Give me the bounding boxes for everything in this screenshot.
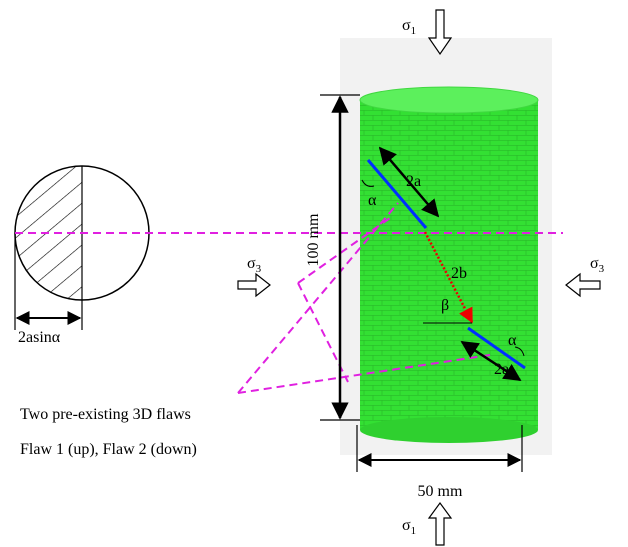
sigma1-bottom: σ1 xyxy=(402,517,416,537)
cylinder-bottom xyxy=(360,417,538,443)
load-arrow xyxy=(238,274,270,296)
sigma3-left: σ3 xyxy=(247,255,262,275)
height-label: 100 mm xyxy=(305,213,322,266)
flaw-1-length-label: 2a xyxy=(406,173,421,190)
subscript: 3 xyxy=(256,263,262,275)
cylinder-top xyxy=(360,87,538,113)
bridge-angle-label: β xyxy=(441,297,449,314)
caption-line: Two pre-existing 3D flaws xyxy=(20,406,191,423)
subscript: 3 xyxy=(599,263,605,275)
chord-label: 2asinα xyxy=(18,329,61,346)
flaw-1-angle-label: α xyxy=(368,192,377,209)
subscript: 1 xyxy=(411,525,417,537)
cylinder-body xyxy=(360,100,538,430)
flaw-2-angle-label: α xyxy=(508,332,517,349)
caption-line: Flaw 1 (up), Flaw 2 (down) xyxy=(20,441,197,458)
subscript: 1 xyxy=(411,25,417,37)
diameter-label: 50 mm xyxy=(418,483,463,500)
sigma3-right: σ3 xyxy=(590,255,605,275)
diagram: 2asinα 2a α 2a α 2b β 100 mm 50 mm σ1 σ1… xyxy=(0,0,628,547)
spacing-label: 2b xyxy=(451,265,467,282)
load-arrow xyxy=(429,503,451,545)
load-arrow xyxy=(566,274,600,296)
sigma1-top: σ1 xyxy=(402,17,416,37)
flaw-2-length-label: 2a xyxy=(494,361,509,378)
